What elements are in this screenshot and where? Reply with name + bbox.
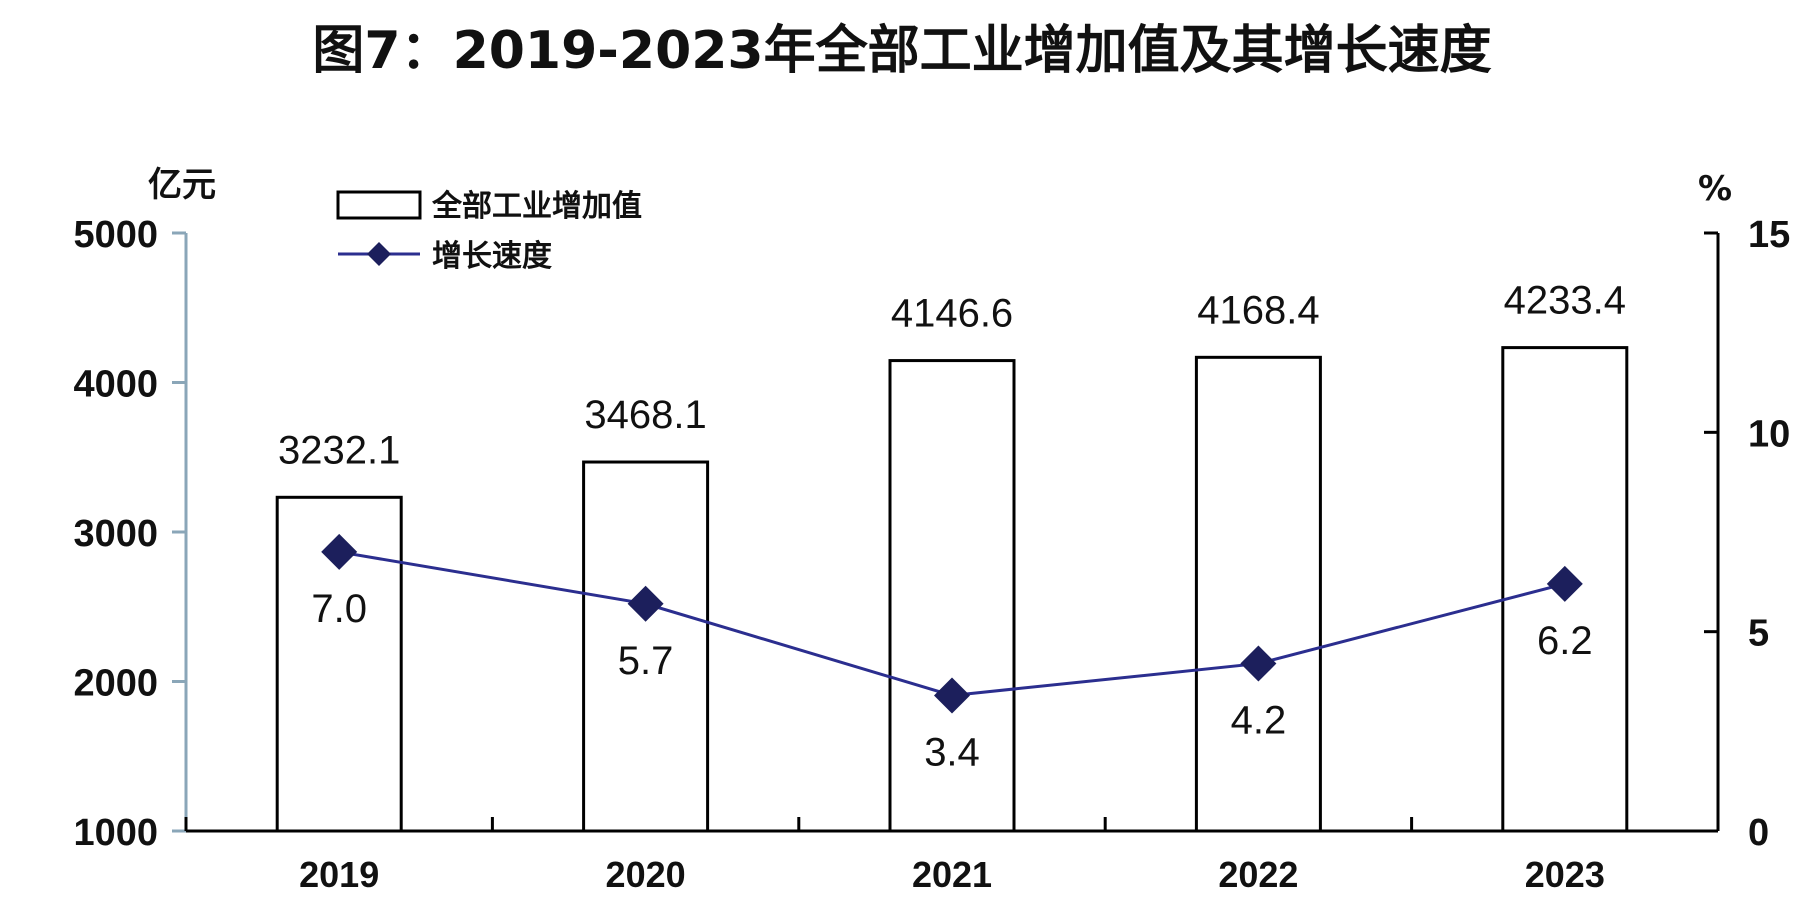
- x-axis-ticks: 2019 2020 2021 2022 2023: [184, 817, 1720, 895]
- growth-line-series: [321, 533, 1583, 714]
- x-tick-label: 2021: [912, 854, 992, 895]
- x-tick-label: 2020: [606, 854, 686, 895]
- chart-title: 图7：2019-2023年全部工业增加值及其增长速度: [312, 21, 1491, 81]
- growth-value-label: 5.7: [618, 639, 674, 683]
- legend: 全部工业增加值 增长速度: [336, 189, 642, 274]
- growth-value-label: 4.2: [1231, 699, 1287, 743]
- right-tick-label: 10: [1748, 413, 1790, 455]
- bar-value-label: 4168.4: [1197, 288, 1319, 332]
- left-axis-unit: 亿元: [148, 165, 216, 205]
- growth-marker: [1546, 565, 1583, 602]
- bar-value-labels: 3232.1 3468.1 4146.6 4168.4 4233.4: [278, 279, 1626, 473]
- bar-value-label: 4233.4: [1504, 279, 1626, 323]
- growth-value-labels: 7.0 5.7 3.4 4.2 6.2: [311, 587, 1592, 775]
- left-tick-label: 4000: [73, 364, 158, 406]
- legend-bar-swatch: [336, 190, 422, 220]
- legend-bar-label: 全部工业增加值: [431, 189, 642, 224]
- growth-marker: [321, 533, 358, 570]
- bar: [1194, 355, 1322, 833]
- left-tick-label: 1000: [73, 812, 158, 854]
- growth-marker: [627, 585, 664, 622]
- legend-line-label: 增长速度: [432, 239, 552, 274]
- growth-value-label: 7.0: [311, 587, 367, 631]
- legend-line-marker: [367, 242, 391, 266]
- bar-value-label: 4146.6: [891, 292, 1013, 336]
- x-tick-label: 2022: [1218, 854, 1298, 895]
- right-tick-label: 5: [1748, 613, 1769, 655]
- bar-value-label: 3468.1: [584, 393, 706, 437]
- right-tick-label: 0: [1748, 812, 1769, 854]
- right-axis-unit: %: [1698, 169, 1732, 209]
- right-tick-label: 15: [1748, 214, 1790, 256]
- growth-value-label: 3.4: [924, 730, 980, 774]
- growth-marker: [934, 677, 970, 714]
- x-tick-label: 2023: [1525, 854, 1605, 895]
- left-tick-label: 2000: [73, 663, 158, 705]
- bar: [582, 460, 710, 833]
- left-tick-label: 5000: [73, 214, 158, 256]
- growth-value-label: 6.2: [1537, 619, 1593, 663]
- x-tick-label: 2019: [299, 854, 379, 895]
- left-axis-ticks: 1000 2000 3000 4000 5000: [73, 214, 186, 854]
- left-tick-label: 3000: [73, 513, 158, 555]
- right-axis-ticks: 0 5 10 15: [1704, 214, 1790, 854]
- axes: 1000 2000 3000 4000 5000 0 5 10 15 2019 2020 2021…: [73, 214, 1790, 895]
- bar-value-label: 3232.1: [278, 428, 400, 472]
- growth-marker: [1240, 645, 1277, 682]
